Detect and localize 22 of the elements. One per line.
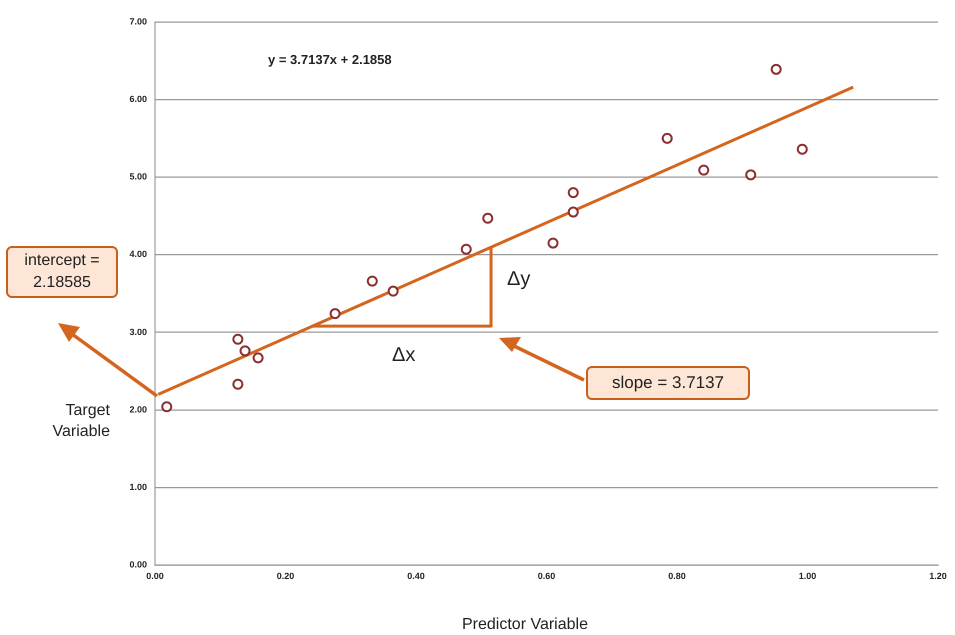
y-tick-label: 2.00 bbox=[129, 404, 147, 414]
x-tick-label: 0.00 bbox=[146, 570, 164, 581]
y-tick-label: 3.00 bbox=[129, 326, 147, 337]
y-tick-label: 7.00 bbox=[129, 16, 147, 26]
x-tick-label: 0.20 bbox=[276, 570, 294, 581]
x-tick-label: 0.60 bbox=[538, 570, 556, 581]
y-tick-label: 0.00 bbox=[129, 559, 147, 570]
annotation: y = 3.7137x + 2.1858 bbox=[268, 52, 392, 67]
x-tick-label: 1.20 bbox=[929, 570, 947, 581]
y-tick-label: 6.00 bbox=[129, 94, 147, 104]
y-axis-title: Target Variable bbox=[51, 401, 110, 442]
y-tick-label: 1.00 bbox=[129, 482, 147, 492]
y-tick-label: 5.00 bbox=[129, 172, 147, 182]
text: intercept = 2.18585 bbox=[6, 246, 118, 298]
annotation: Δx bbox=[392, 344, 416, 367]
x-tick-label: 1.00 bbox=[798, 570, 816, 581]
x-axis-title: Predictor Variable bbox=[462, 616, 588, 634]
x-tick-label: 0.80 bbox=[668, 570, 686, 581]
annotation: Δy bbox=[507, 268, 530, 291]
x-tick-label: 0.40 bbox=[407, 570, 425, 581]
y-tick-label: 4.00 bbox=[129, 249, 147, 260]
annotation: slope = 3.7137 bbox=[586, 366, 750, 400]
